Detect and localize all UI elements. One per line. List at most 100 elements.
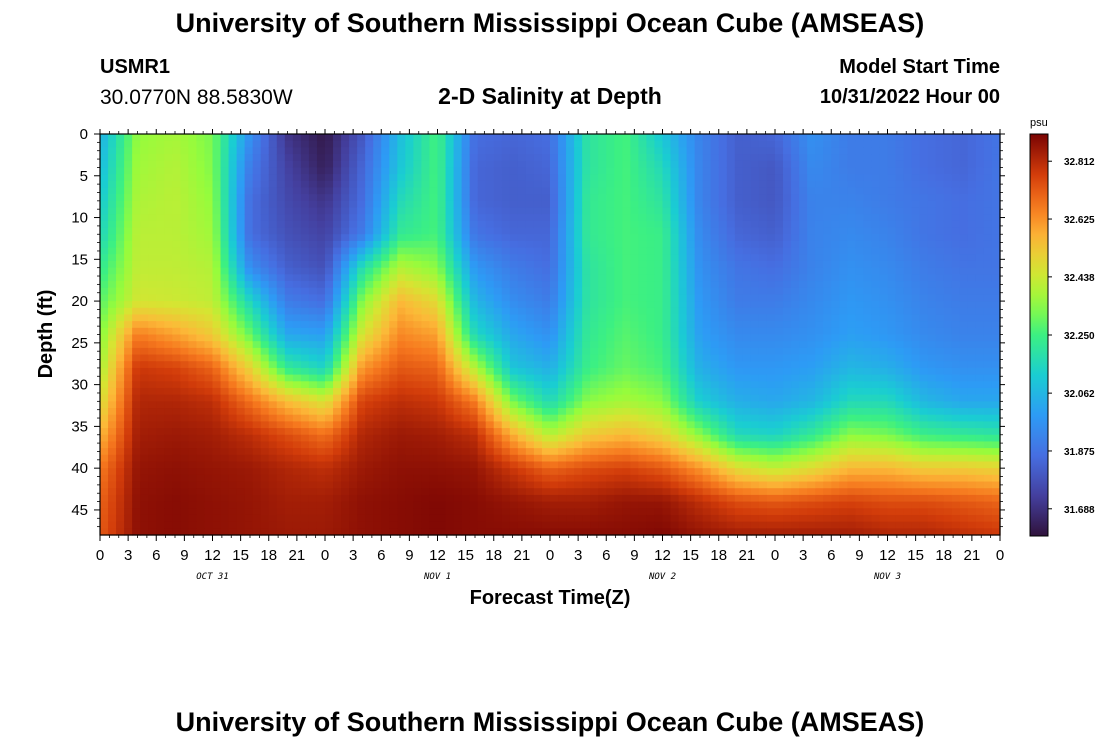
heatmap-cell [742, 454, 752, 463]
heatmap-cell [485, 187, 495, 195]
heatmap-cell [244, 441, 254, 449]
heatmap-cell [702, 234, 712, 242]
heatmap-cell [268, 347, 278, 356]
heatmap-cell [509, 214, 519, 222]
heatmap-cell [686, 260, 696, 269]
heatmap-cell [276, 267, 286, 275]
heatmap-cell [477, 321, 487, 329]
heatmap-cell [212, 401, 222, 409]
heatmap-cell [204, 408, 214, 416]
heatmap-cell [541, 347, 551, 356]
heatmap-cell [389, 134, 398, 142]
heatmap-cell [558, 174, 567, 182]
heatmap-cell [316, 394, 326, 402]
heatmap-cell [437, 247, 447, 255]
heatmap-cell [180, 227, 189, 235]
heatmap-cell [381, 441, 390, 449]
heatmap-cell [558, 414, 567, 422]
heatmap-cell [148, 254, 157, 262]
heatmap-cell [662, 287, 672, 295]
heatmap-cell [132, 488, 141, 496]
heatmap-cell [630, 200, 639, 209]
heatmap-cell [501, 287, 511, 295]
heatmap-cell [204, 334, 214, 342]
heatmap-cell [365, 421, 374, 429]
heatmap-cell [501, 187, 511, 195]
heatmap-cell [244, 134, 254, 142]
heatmap-cell [469, 381, 479, 389]
heatmap-cell [140, 254, 149, 262]
heatmap-cell [582, 347, 591, 356]
heatmap-cell [461, 207, 471, 215]
heatmap-cell [228, 154, 238, 162]
heatmap-cell [461, 334, 471, 342]
heatmap-cell [533, 321, 543, 329]
heatmap-cell [140, 494, 149, 503]
heatmap-cell [654, 354, 664, 362]
heatmap-cell [654, 134, 664, 142]
heatmap-cell [477, 314, 487, 322]
heatmap-cell [445, 147, 455, 155]
heatmap-cell [413, 240, 423, 249]
heatmap-cell [204, 327, 214, 336]
heatmap-cell [421, 227, 431, 235]
heatmap-cell [381, 240, 390, 249]
heatmap-cell [630, 448, 639, 456]
heatmap-cell [172, 474, 181, 483]
heatmap-cell [268, 341, 278, 349]
heatmap-cell [252, 434, 262, 443]
heatmap-cell [236, 361, 246, 369]
heatmap-cell [365, 227, 374, 235]
heatmap-cell [686, 274, 696, 282]
heatmap-cell [493, 240, 503, 249]
heatmap-cell [622, 247, 631, 255]
heatmap-cell [316, 434, 326, 443]
heatmap-cell [196, 140, 206, 148]
heatmap-cell [550, 387, 559, 396]
heatmap-cell [341, 481, 350, 489]
heatmap-cell [678, 347, 688, 356]
heatmap-cell [493, 294, 503, 302]
heatmap-cell [702, 327, 712, 336]
heatmap-cell [509, 134, 519, 142]
heatmap-cell [284, 408, 294, 416]
heatmap-cell [670, 314, 680, 322]
heatmap-cell [244, 408, 254, 416]
heatmap-cell [397, 154, 406, 162]
heatmap-cell [212, 508, 222, 516]
heatmap-cell [445, 240, 455, 249]
heatmap-cell [750, 374, 760, 382]
heatmap-cell [341, 140, 350, 148]
heatmap-cell [590, 234, 599, 242]
heatmap-cell [316, 461, 326, 469]
heatmap-cell [164, 414, 173, 422]
heatmap-cell [541, 207, 551, 215]
heatmap-cell [541, 187, 551, 195]
heatmap-cell [292, 260, 302, 269]
heatmap-cell [333, 434, 342, 443]
heatmap-cell [750, 454, 760, 463]
heatmap-cell [525, 421, 535, 429]
heatmap-cell [100, 434, 109, 443]
heatmap-cell [742, 528, 752, 536]
heatmap-cell [710, 267, 720, 275]
heatmap-cell [341, 494, 350, 503]
heatmap-cell [758, 408, 768, 416]
heatmap-cell [244, 334, 254, 342]
heatmap-cell [357, 314, 366, 322]
heatmap-cell [550, 160, 559, 169]
heatmap-cell [485, 220, 495, 229]
heatmap-cell [148, 361, 157, 369]
heatmap-cell [276, 174, 286, 182]
heatmap-cell [614, 434, 623, 443]
heatmap-cell [654, 227, 664, 235]
heatmap-cell [606, 147, 615, 155]
heatmap-cell [413, 214, 423, 222]
heatmap-cell [220, 374, 230, 382]
heatmap-cell [750, 394, 760, 402]
heatmap-cell [742, 207, 752, 215]
heatmap-cell [260, 314, 270, 322]
heatmap-cell [558, 301, 567, 309]
heatmap-cell [156, 194, 165, 202]
heatmap-cell [156, 260, 165, 269]
